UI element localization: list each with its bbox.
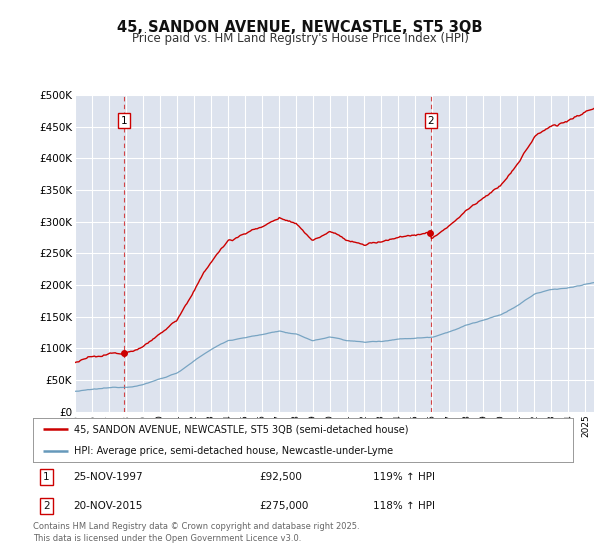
Text: 119% ↑ HPI: 119% ↑ HPI xyxy=(373,472,435,482)
Text: 1: 1 xyxy=(121,115,128,125)
Text: 1: 1 xyxy=(43,472,50,482)
Text: 118% ↑ HPI: 118% ↑ HPI xyxy=(373,501,435,511)
Text: £92,500: £92,500 xyxy=(260,472,302,482)
Text: 2: 2 xyxy=(427,115,434,125)
Text: 45, SANDON AVENUE, NEWCASTLE, ST5 3QB: 45, SANDON AVENUE, NEWCASTLE, ST5 3QB xyxy=(117,20,483,35)
Text: Price paid vs. HM Land Registry's House Price Index (HPI): Price paid vs. HM Land Registry's House … xyxy=(131,32,469,45)
Text: 25-NOV-1997: 25-NOV-1997 xyxy=(74,472,143,482)
Text: 45, SANDON AVENUE, NEWCASTLE, ST5 3QB (semi-detached house): 45, SANDON AVENUE, NEWCASTLE, ST5 3QB (s… xyxy=(74,424,408,434)
Text: HPI: Average price, semi-detached house, Newcastle-under-Lyme: HPI: Average price, semi-detached house,… xyxy=(74,446,392,456)
Text: Contains HM Land Registry data © Crown copyright and database right 2025.
This d: Contains HM Land Registry data © Crown c… xyxy=(33,522,359,543)
Text: 20-NOV-2015: 20-NOV-2015 xyxy=(74,501,143,511)
Text: £275,000: £275,000 xyxy=(260,501,309,511)
Text: 2: 2 xyxy=(43,501,50,511)
